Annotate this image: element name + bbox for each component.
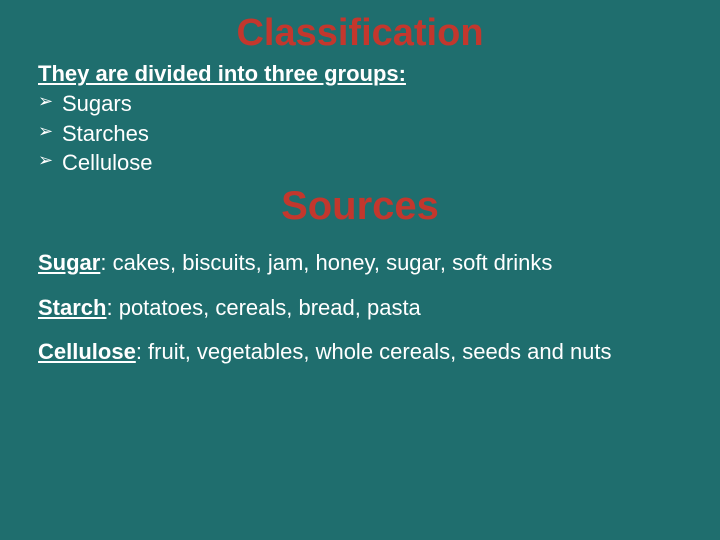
source-line: Cellulose: fruit, vegetables, whole cere… bbox=[38, 338, 682, 367]
slide: Classification They are divided into thr… bbox=[0, 0, 720, 540]
source-text: : cakes, biscuits, jam, honey, sugar, so… bbox=[100, 250, 552, 275]
heading-classification: Classification bbox=[38, 12, 682, 55]
source-text: : fruit, vegetables, whole cereals, seed… bbox=[136, 339, 612, 364]
list-item: Starches bbox=[38, 119, 682, 149]
source-label: Sugar bbox=[38, 250, 100, 275]
source-label: Starch bbox=[38, 295, 106, 320]
source-line: Starch: potatoes, cereals, bread, pasta bbox=[38, 294, 682, 323]
bullet-label: Sugars bbox=[62, 91, 132, 116]
source-line: Sugar: cakes, biscuits, jam, honey, suga… bbox=[38, 249, 682, 278]
list-item: Cellulose bbox=[38, 148, 682, 178]
bullet-label: Cellulose bbox=[62, 150, 153, 175]
heading-sources: Sources bbox=[38, 184, 682, 229]
source-text: : potatoes, cereals, bread, pasta bbox=[106, 295, 420, 320]
list-item: Sugars bbox=[38, 89, 682, 119]
sources-block: Sugar: cakes, biscuits, jam, honey, suga… bbox=[38, 249, 682, 367]
subheading-groups: They are divided into three groups: bbox=[38, 61, 682, 87]
bullet-label: Starches bbox=[62, 121, 149, 146]
bullet-list: Sugars Starches Cellulose bbox=[38, 89, 682, 178]
source-label: Cellulose bbox=[38, 339, 136, 364]
